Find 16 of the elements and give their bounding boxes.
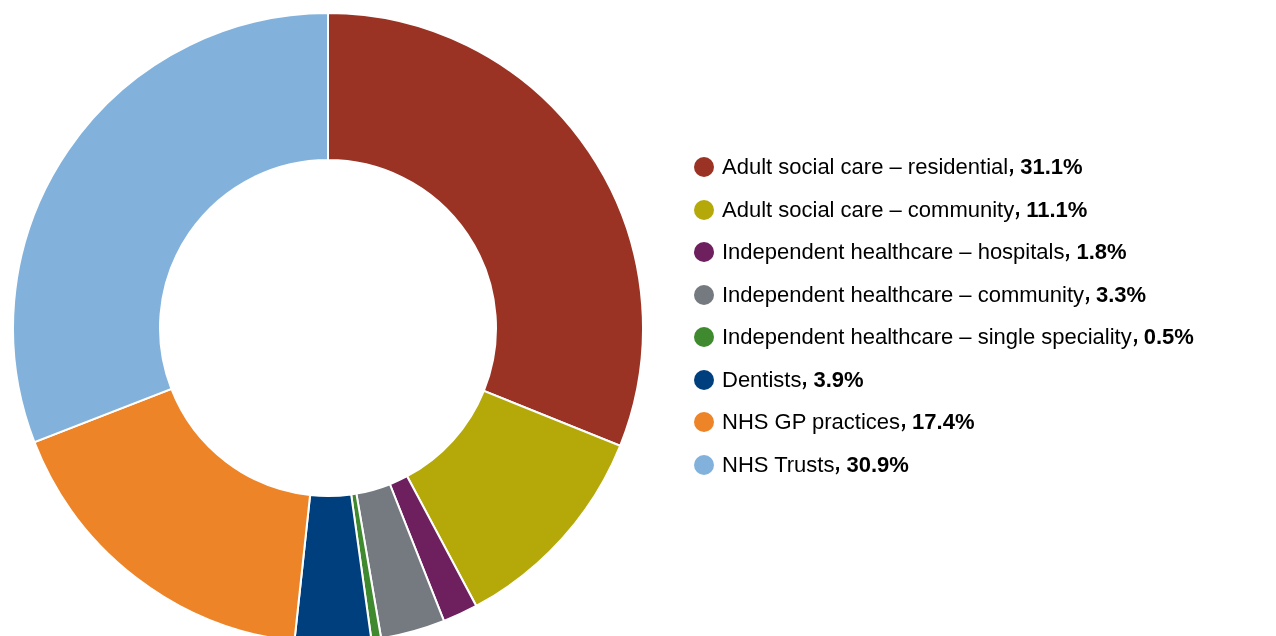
data-label: 3.3% <box>1096 281 1147 307</box>
legend-label: NHS GP practices <box>722 409 901 435</box>
data-label: 17.4% <box>912 409 975 435</box>
data-label: 3.9% <box>813 366 864 392</box>
legend-label: Dentists <box>722 366 802 392</box>
data-label: 1.8% <box>1076 239 1127 265</box>
legend-label: Independent healthcare – single speciality <box>722 324 1132 350</box>
data-label: 0.5% <box>1143 324 1194 350</box>
data-label: 11.1% <box>1026 196 1088 222</box>
data-label: 30.9% <box>846 451 909 477</box>
legend-label: Adult social care – residential <box>722 154 1009 180</box>
legend-label: NHS Trusts <box>722 451 835 477</box>
legend-label: Independent healthcare – hospitals <box>722 239 1065 265</box>
legend-label: Independent healthcare – community <box>722 281 1085 307</box>
data-label: 31.1% <box>1020 154 1083 180</box>
legend-label: Adult social care – community <box>722 196 1015 222</box>
